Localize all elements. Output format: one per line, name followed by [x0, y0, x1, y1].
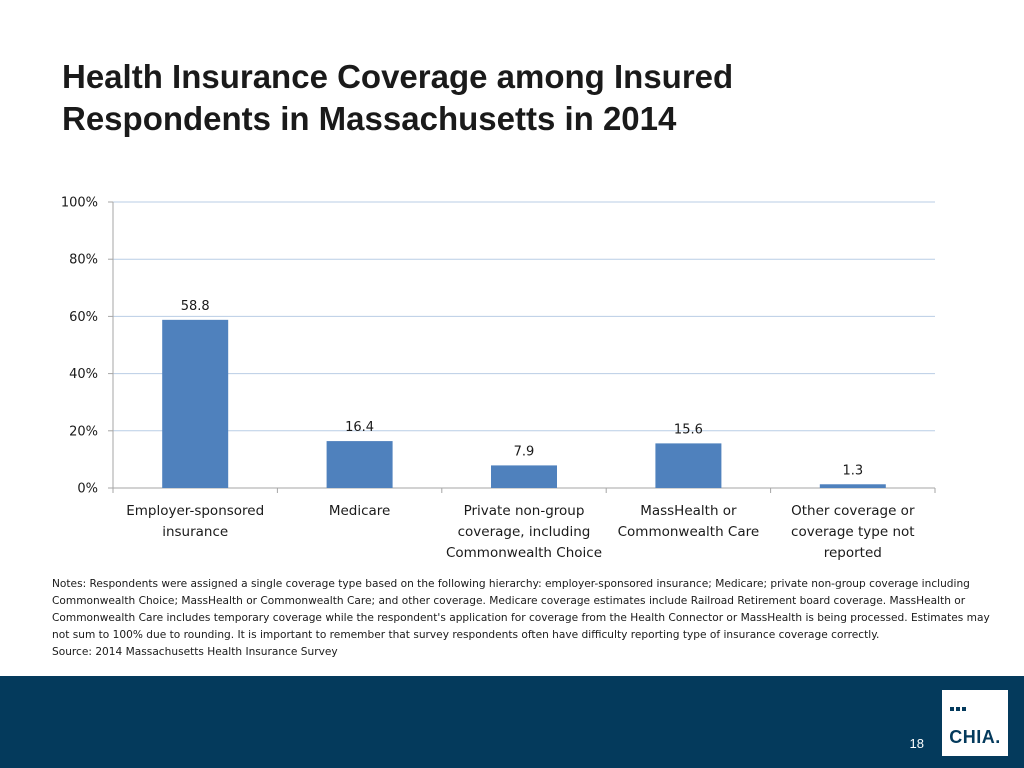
x-category-label-line: Private non-group [464, 503, 585, 519]
bars [162, 319, 886, 488]
bar-chart: 0% 20% 40% 60% 80% 100% 58.8 Employer-sponsored… [61, 196, 936, 562]
y-tick-label: 60% [69, 310, 98, 325]
x-category-label: MassHealth or Commonwealth Care [618, 503, 760, 540]
slide-title-line-1: Health Insurance Coverage among Insured [62, 58, 734, 95]
x-category-label-line: Employer-sponsored [126, 503, 264, 519]
x-category-label: Private non-group coverage, including Comm… [446, 503, 602, 561]
x-category-label-line: Commonwealth Care [618, 524, 760, 540]
labels: 0% 20% 40% 60% 80% 100% 58.8 Employer-sponsored… [61, 196, 915, 562]
page-number: 18 [909, 736, 924, 751]
bar [819, 484, 886, 488]
bar-value-label: 58.8 [181, 299, 210, 314]
x-category-label-line: coverage, including [458, 524, 591, 540]
bar-value-label: 16.4 [345, 420, 374, 435]
bar [162, 319, 229, 488]
x-category-label: Other coverage or coverage type not report… [791, 503, 915, 561]
source-text: Source: 2014 Massachusetts Health Insura… [52, 646, 338, 658]
chia-logo: CHIA. [942, 690, 1008, 756]
logo-text: CHIA. [949, 727, 1001, 747]
slide-title-line-2: Respondents in Massachusetts in 2014 [62, 100, 677, 137]
y-tick-label: 80% [69, 253, 98, 268]
x-category-label-line: MassHealth or [640, 503, 737, 519]
bar [491, 465, 557, 488]
gridlines [113, 201, 935, 432]
bar-value-label: 15.6 [674, 422, 703, 437]
logo-dots-icon [950, 698, 970, 711]
bar [326, 441, 393, 488]
x-category-label-line: Other coverage or [791, 503, 915, 519]
y-tick-label: 0% [77, 482, 98, 497]
bar-value-label: 7.9 [514, 444, 535, 459]
y-tick-label: 40% [69, 367, 98, 382]
notes-text: Notes: Respondents were assigned a singl… [52, 578, 990, 641]
footer-bar: 18 CHIA. [0, 676, 1024, 768]
x-category-label-line: Commonwealth Choice [446, 545, 602, 561]
x-category-label-line: Medicare [329, 503, 391, 519]
bar [655, 443, 722, 488]
chart-notes: Notes: Respondents were assigned a singl… [52, 576, 992, 661]
slide-title: Health Insurance Coverage among Insured … [62, 56, 962, 140]
y-tick-label: 20% [69, 424, 98, 439]
x-category-label: Medicare [329, 503, 391, 519]
bar-value-label: 1.3 [842, 463, 863, 478]
y-tick-label: 100% [61, 196, 98, 211]
x-category-label: Employer-sponsored insurance [126, 503, 264, 540]
x-category-label-line: coverage type not [791, 524, 915, 540]
x-category-label-line: reported [824, 545, 882, 561]
x-category-label-line: insurance [162, 524, 228, 540]
